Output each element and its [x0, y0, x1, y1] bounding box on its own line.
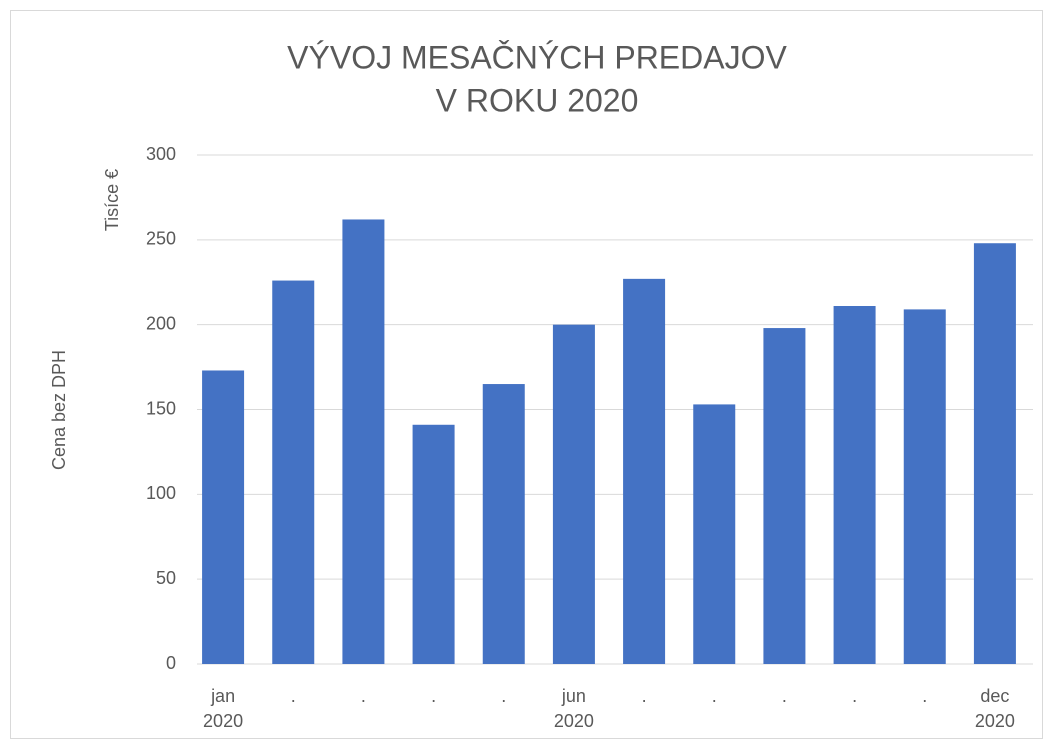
- bar: [272, 280, 315, 664]
- x-tick-label: 2020: [554, 711, 594, 731]
- bar: [623, 278, 666, 664]
- bar: [482, 384, 525, 664]
- x-tick-label: .: [642, 686, 647, 706]
- x-tick-label: dec: [980, 686, 1009, 706]
- x-tick-label: .: [501, 686, 506, 706]
- bar: [412, 424, 455, 664]
- y-tick-label: 250: [146, 229, 176, 249]
- bar: [833, 306, 876, 664]
- bar: [552, 324, 595, 664]
- bar: [693, 404, 736, 664]
- y-tick-label: 150: [146, 398, 176, 418]
- bar: [342, 219, 385, 664]
- x-tick-label: 2020: [203, 711, 243, 731]
- x-tick-label: jun: [561, 686, 586, 706]
- bar: [973, 243, 1016, 664]
- x-tick-label: jan: [210, 686, 235, 706]
- y-tick-label: 200: [146, 313, 176, 333]
- y-tick-label: 300: [146, 144, 176, 164]
- x-tick-label: 2020: [975, 711, 1015, 731]
- y-tick-label: 50: [156, 568, 176, 588]
- x-tick-label: .: [852, 686, 857, 706]
- bar: [202, 370, 245, 664]
- x-tick-label: .: [291, 686, 296, 706]
- x-tick-label: .: [782, 686, 787, 706]
- x-tick-label: .: [361, 686, 366, 706]
- chart-frame: [10, 10, 1043, 739]
- x-tick-label: .: [922, 686, 927, 706]
- chart-title: V ROKU 2020: [436, 82, 639, 118]
- x-tick-label: .: [712, 686, 717, 706]
- bar: [763, 328, 806, 664]
- y-tick-label: 100: [146, 483, 176, 503]
- y-tick-label: 0: [166, 653, 176, 673]
- y-units-label: Tisíce €: [102, 169, 122, 231]
- x-tick-label: .: [431, 686, 436, 706]
- chart-title: VÝVOJ MESAČNÝCH PREDAJOV: [287, 39, 787, 75]
- y-axis-label: Cena bez DPH: [49, 350, 69, 470]
- bar: [903, 309, 946, 664]
